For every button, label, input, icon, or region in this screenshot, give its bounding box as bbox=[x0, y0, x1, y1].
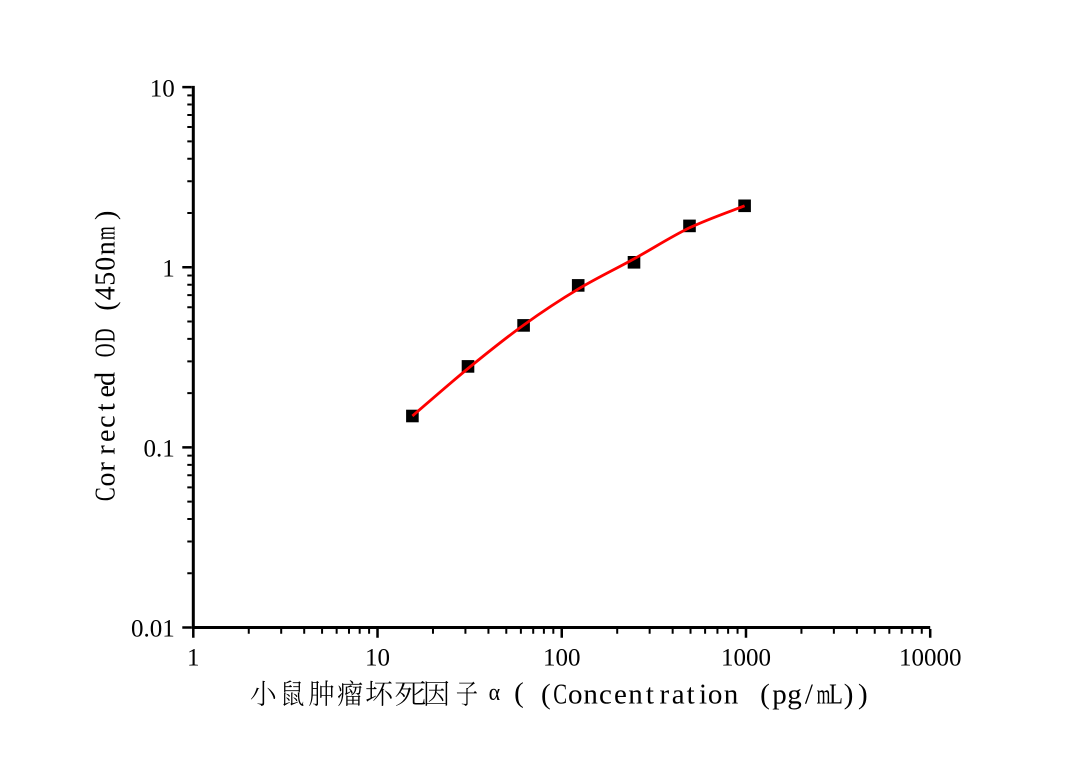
svg-text:10: 10 bbox=[150, 75, 175, 102]
svg-text:O: O bbox=[90, 344, 121, 358]
svg-text:r: r bbox=[90, 445, 121, 455]
svg-text:n: n bbox=[583, 678, 598, 710]
svg-text:n: n bbox=[90, 241, 121, 255]
svg-text:r: r bbox=[659, 678, 669, 710]
svg-text:o: o bbox=[90, 473, 121, 487]
svg-text:t: t bbox=[646, 678, 654, 710]
svg-text:C: C bbox=[90, 487, 121, 501]
svg-text:5: 5 bbox=[90, 272, 121, 286]
svg-text:t: t bbox=[687, 678, 695, 710]
svg-text:0: 0 bbox=[90, 257, 121, 271]
svg-text:0.1: 0.1 bbox=[144, 436, 175, 463]
svg-text:(: ( bbox=[760, 678, 770, 710]
svg-text:a: a bbox=[672, 678, 685, 710]
svg-text:m: m bbox=[817, 678, 831, 710]
svg-text:100: 100 bbox=[543, 644, 581, 671]
svg-text:(: ( bbox=[541, 678, 551, 710]
svg-text:L: L bbox=[829, 678, 843, 710]
svg-text:1: 1 bbox=[162, 255, 175, 282]
svg-text:/: / bbox=[805, 678, 814, 710]
svg-text:): ) bbox=[90, 211, 121, 220]
svg-text:o: o bbox=[708, 678, 723, 710]
svg-text:(: ( bbox=[90, 301, 121, 310]
svg-text:t: t bbox=[90, 403, 121, 411]
svg-text:c: c bbox=[90, 415, 121, 427]
svg-text:n: n bbox=[724, 678, 739, 710]
svg-text:(: ( bbox=[514, 677, 524, 709]
svg-text:1000: 1000 bbox=[721, 644, 771, 671]
svg-text:m: m bbox=[90, 226, 121, 240]
svg-text:e: e bbox=[90, 430, 121, 442]
svg-text:g: g bbox=[787, 678, 802, 710]
svg-text:d: d bbox=[90, 372, 121, 386]
svg-text:): ) bbox=[844, 678, 854, 710]
svg-text:4: 4 bbox=[90, 286, 121, 300]
svg-text:e: e bbox=[614, 678, 627, 710]
svg-text:r: r bbox=[90, 461, 121, 471]
svg-text:n: n bbox=[628, 678, 643, 710]
svg-text:0.01: 0.01 bbox=[131, 616, 175, 643]
svg-text:D: D bbox=[90, 329, 121, 343]
svg-text:e: e bbox=[90, 385, 121, 397]
svg-text:C: C bbox=[553, 678, 567, 710]
svg-text:i: i bbox=[699, 678, 707, 710]
svg-text:10000: 10000 bbox=[899, 644, 962, 671]
svg-text:c: c bbox=[599, 678, 612, 710]
svg-text:α: α bbox=[489, 680, 501, 706]
svg-text:): ) bbox=[858, 678, 868, 710]
svg-text:10: 10 bbox=[365, 644, 390, 671]
svg-text:1: 1 bbox=[187, 644, 200, 671]
svg-text:o: o bbox=[568, 678, 583, 710]
svg-text:p: p bbox=[772, 678, 787, 710]
